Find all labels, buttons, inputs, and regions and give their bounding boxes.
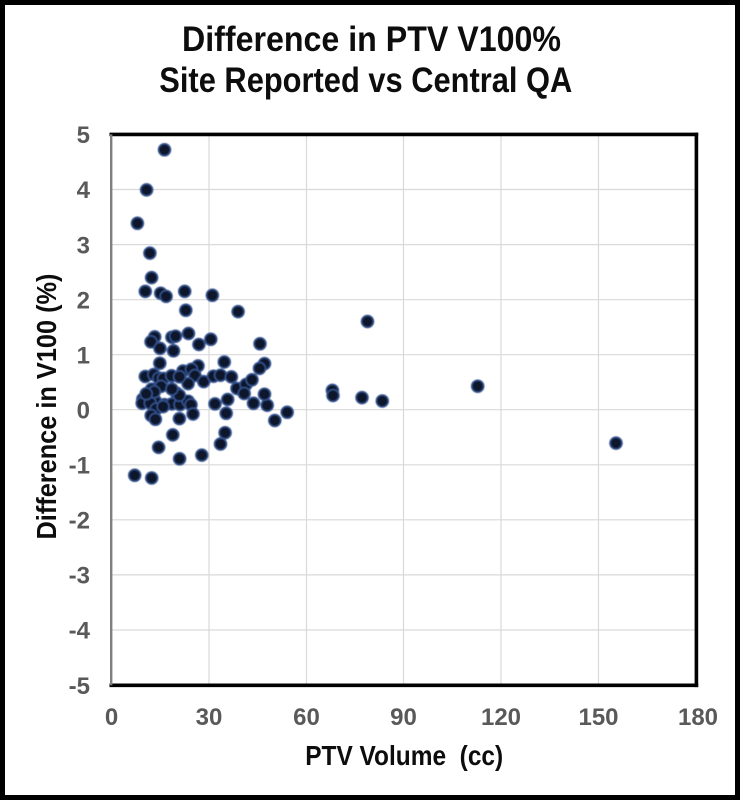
svg-text:0: 0 [105, 704, 118, 731]
svg-text:Site Reported vs Central QA: Site Reported vs Central QA [159, 60, 572, 100]
svg-text:4: 4 [77, 177, 91, 204]
svg-text:PTV Volume (cc): PTV Volume (cc) [305, 740, 503, 771]
svg-text:Difference in PTV V100%: Difference in PTV V100% [182, 19, 561, 59]
svg-text:-1: -1 [69, 453, 90, 480]
svg-text:120: 120 [481, 704, 521, 731]
svg-text:0: 0 [77, 397, 90, 424]
svg-text:-3: -3 [69, 563, 90, 590]
svg-text:-4: -4 [69, 618, 91, 645]
svg-text:1: 1 [77, 342, 90, 369]
svg-text:180: 180 [678, 704, 718, 731]
svg-text:-2: -2 [69, 508, 90, 535]
svg-text:60: 60 [293, 704, 320, 731]
svg-text:90: 90 [390, 704, 417, 731]
svg-text:-5: -5 [69, 673, 90, 700]
svg-text:150: 150 [578, 704, 618, 731]
svg-text:2: 2 [77, 287, 90, 314]
svg-text:5: 5 [77, 122, 90, 149]
svg-text:Difference in V100 (%): Difference in V100 (%) [31, 274, 62, 540]
svg-text:3: 3 [77, 232, 90, 259]
svg-text:30: 30 [196, 704, 223, 731]
